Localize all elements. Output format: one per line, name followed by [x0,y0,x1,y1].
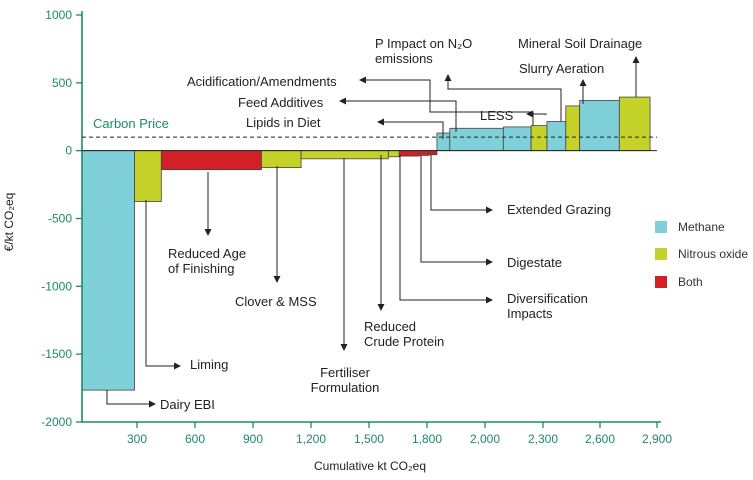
bar-16 [618,96,651,152]
annotation-divers: Impacts [507,306,553,321]
x-tick-label: 2,900 [642,432,672,446]
y-tick-label: -500 [48,212,72,226]
x-tick-label: 300 [127,432,147,446]
leader-line [430,155,493,214]
bar-8 [428,150,438,156]
x-tick-label: 1,800 [412,432,442,446]
x-tick-label: 900 [243,432,263,446]
annotation-feed: Feed Additives [238,95,324,110]
annotation-fert: Formulation [311,380,380,395]
bar-2 [160,150,262,171]
legend: Methane Nitrous oxide Both [655,220,748,289]
leader-line [444,74,562,121]
annotation-liming: Liming [190,357,228,372]
annotation-rcp: Crude Protein [364,334,444,349]
leader-line [399,155,493,304]
leader-line [145,200,181,370]
axes-layer: 1000 500 0 -500 -1000 -1500 -2000 300 600 900 1,20… [41,8,672,446]
annotation-rage: Reduced Age [168,246,246,261]
annotation-rcp: Reduced [364,319,416,334]
bar-3 [261,150,302,169]
x-tick-label: 2,000 [470,432,500,446]
legend-swatch [655,276,667,288]
bar-10 [449,127,504,152]
leader-line [526,110,547,118]
bar-1 [134,150,162,202]
x-axis-title: Cumulative kt CO₂eq [314,459,426,473]
x-tick-label: 1,500 [354,432,384,446]
x-tick-label: 2,600 [585,432,615,446]
y-tick-label: 0 [65,144,72,158]
annotation-digestate: Digestate [507,255,562,270]
bar-5 [387,150,400,158]
bar-4 [300,150,389,160]
y-tick-label: -1000 [41,279,72,293]
y-tick-label: -1500 [41,347,72,361]
carbon-price-label: Carbon Price [93,116,169,131]
annotation-divers: Diversification [507,291,588,306]
bar-6 [398,150,420,157]
annotation-pimpact: emissions [375,51,433,66]
leader-line [339,97,457,132]
x-tick-label: 2,300 [528,432,558,446]
annotation-slurry: Slurry Aeration [519,61,604,76]
y-tick-label: 500 [52,76,72,90]
bar-15 [579,100,620,152]
annotation-lipids: Lipids in Diet [246,115,321,130]
bar-11 [502,126,532,152]
annotation-acid: Acidification/Amendments [187,74,337,89]
leader-line [420,155,493,266]
leader-line [359,76,534,126]
bar-7 [418,150,430,156]
annotation-pimpact: P Impact on N₂O [375,36,472,51]
y-axis-title: €/kt CO₂eq [2,193,16,252]
annotation-dairy_ebi: Dairy EBI [160,397,215,412]
bar-12 [530,125,548,152]
x-tick-label: 600 [185,432,205,446]
legend-label: Methane [678,220,725,234]
bar-13 [546,121,567,152]
annotation-fert: Fertiliser [320,365,371,380]
leader-line [106,390,156,408]
y-tick-label: 1000 [45,8,72,22]
legend-label: Both [678,275,703,289]
bar-0 [81,150,135,391]
x-tick-label: 1,200 [296,432,326,446]
bar-14 [565,105,581,152]
annotation-rage: of Finishing [168,261,234,276]
leader-line [377,118,444,139]
legend-swatch [655,248,667,260]
legend-swatch [655,221,667,233]
y-tick-label: -2000 [41,415,72,429]
annotation-clover: Clover & MSS [235,294,317,309]
annotation-ext_grazing: Extended Grazing [507,202,611,217]
bars-layer [81,96,651,391]
legend-label: Nitrous oxide [678,247,748,261]
annotation-less: LESS [480,108,514,123]
annotation-mineral: Mineral Soil Drainage [518,36,642,51]
